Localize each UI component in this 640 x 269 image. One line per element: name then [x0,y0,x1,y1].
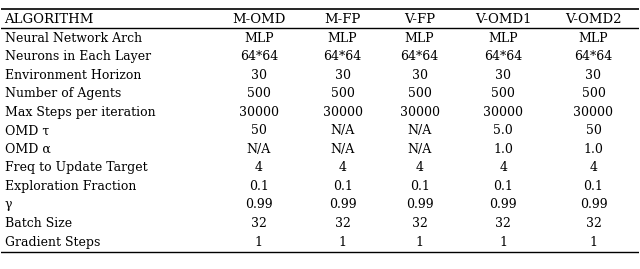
Text: M-FP: M-FP [324,13,361,26]
Text: 4: 4 [339,161,347,174]
Text: 500: 500 [331,87,355,100]
Text: MLP: MLP [244,32,274,45]
Text: 50: 50 [586,124,602,137]
Text: 0.99: 0.99 [490,199,517,211]
Text: MLP: MLP [488,32,518,45]
Text: 5.0: 5.0 [493,124,513,137]
Text: 0.99: 0.99 [245,199,273,211]
Text: 0.1: 0.1 [410,180,429,193]
Text: Neurons in Each Layer: Neurons in Each Layer [4,50,150,63]
Text: Neural Network Arch: Neural Network Arch [4,32,141,45]
Text: V-FP: V-FP [404,13,435,26]
Text: OMD τ: OMD τ [4,124,49,137]
Text: 30000: 30000 [323,106,363,119]
Text: 0.99: 0.99 [329,199,356,211]
Text: 30: 30 [412,69,428,82]
Text: 30000: 30000 [399,106,440,119]
Text: 30: 30 [495,69,511,82]
Text: 0.1: 0.1 [493,180,513,193]
Text: 4: 4 [589,161,598,174]
Text: Freq to Update Target: Freq to Update Target [4,161,147,174]
Text: MLP: MLP [579,32,608,45]
Text: 64*64: 64*64 [401,50,438,63]
Text: M-OMD: M-OMD [232,13,285,26]
Text: N/A: N/A [247,143,271,156]
Text: 500: 500 [582,87,605,100]
Text: MLP: MLP [404,32,435,45]
Text: 4: 4 [255,161,263,174]
Text: 0.1: 0.1 [333,180,353,193]
Text: 30000: 30000 [239,106,279,119]
Text: 30000: 30000 [573,106,614,119]
Text: N/A: N/A [330,143,355,156]
Text: OMD α: OMD α [4,143,51,156]
Text: Gradient Steps: Gradient Steps [4,236,100,249]
Text: Exploration Fraction: Exploration Fraction [4,180,136,193]
Text: V-OMD1: V-OMD1 [475,13,531,26]
Text: ALGORITHM: ALGORITHM [4,13,94,26]
Text: 0.1: 0.1 [249,180,269,193]
Text: 32: 32 [251,217,267,230]
Text: 50: 50 [251,124,267,137]
Text: 32: 32 [412,217,428,230]
Text: 32: 32 [586,217,602,230]
Text: 1: 1 [499,236,508,249]
Text: 64*64: 64*64 [323,50,362,63]
Text: 500: 500 [247,87,271,100]
Text: Number of Agents: Number of Agents [4,87,121,100]
Text: 30000: 30000 [483,106,524,119]
Text: 1.0: 1.0 [493,143,513,156]
Text: 30: 30 [586,69,602,82]
Text: γ: γ [4,199,12,211]
Text: Max Steps per iteration: Max Steps per iteration [4,106,155,119]
Text: 4: 4 [499,161,508,174]
Text: Environment Horizon: Environment Horizon [4,69,141,82]
Text: 0.99: 0.99 [406,199,433,211]
Text: 64*64: 64*64 [574,50,612,63]
Text: N/A: N/A [330,124,355,137]
Text: V-OMD2: V-OMD2 [565,13,621,26]
Text: 1: 1 [339,236,347,249]
Text: 64*64: 64*64 [484,50,522,63]
Text: Batch Size: Batch Size [4,217,72,230]
Text: 30: 30 [335,69,351,82]
Text: 500: 500 [408,87,431,100]
Text: 32: 32 [495,217,511,230]
Text: 1: 1 [255,236,263,249]
Text: 32: 32 [335,217,351,230]
Text: N/A: N/A [408,143,432,156]
Text: 1: 1 [415,236,424,249]
Text: 0.1: 0.1 [584,180,604,193]
Text: 1.0: 1.0 [584,143,604,156]
Text: 64*64: 64*64 [240,50,278,63]
Text: 0.99: 0.99 [580,199,607,211]
Text: 4: 4 [415,161,424,174]
Text: 30: 30 [251,69,267,82]
Text: N/A: N/A [408,124,432,137]
Text: 1: 1 [589,236,598,249]
Text: MLP: MLP [328,32,357,45]
Text: 500: 500 [492,87,515,100]
